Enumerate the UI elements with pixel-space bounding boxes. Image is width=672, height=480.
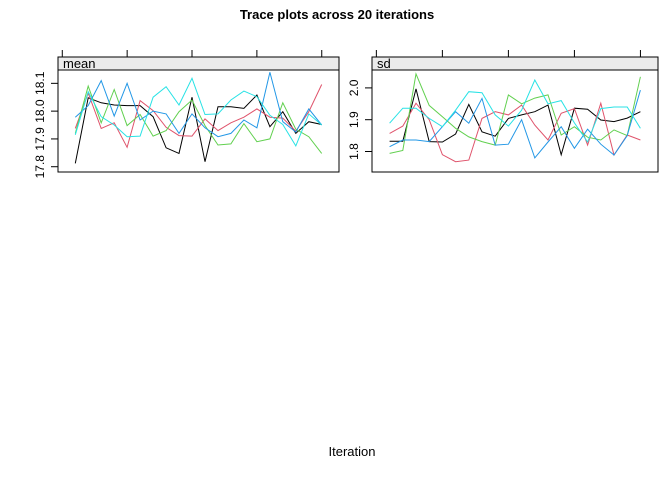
trace-line-sd-trace-5-cyan [389,78,641,144]
trace-line-mean-trace-4-blue [74,72,323,138]
strip-label-mean: mean [63,56,96,71]
trace-line-sd-trace-2-red [389,101,641,163]
y-tick-label-18.0: 18.0 [33,99,47,123]
y-tick-label-1.8: 1.8 [347,143,361,160]
chart-title: Trace plots across 20 iterations [239,7,435,22]
y-tick-label-2.0: 2.0 [347,79,361,96]
trace-line-sd-trace-4-blue [389,89,641,159]
trace-line-sd-trace-3-green [389,72,641,154]
panel-box-mean [57,69,340,173]
panel-strip-sd [371,56,659,71]
panel-box-sd [371,69,659,173]
y-tick-label-17.9: 17.9 [33,127,47,151]
trace-line-sd-trace-1-black [389,88,641,157]
strip-label-sd: sd [377,56,391,71]
trace-line-mean-trace-3-green [74,84,323,154]
y-tick-label-1.9: 1.9 [347,111,361,128]
y-tick-label-17.8: 17.8 [33,155,47,179]
trace-line-mean-trace-5-cyan [74,77,323,148]
trace-line-mean-trace-1-black [74,94,322,164]
panel-strip-mean [57,56,340,71]
x-axis-label: Iteration [328,444,376,459]
y-tick-label-18.1: 18.1 [33,71,47,95]
